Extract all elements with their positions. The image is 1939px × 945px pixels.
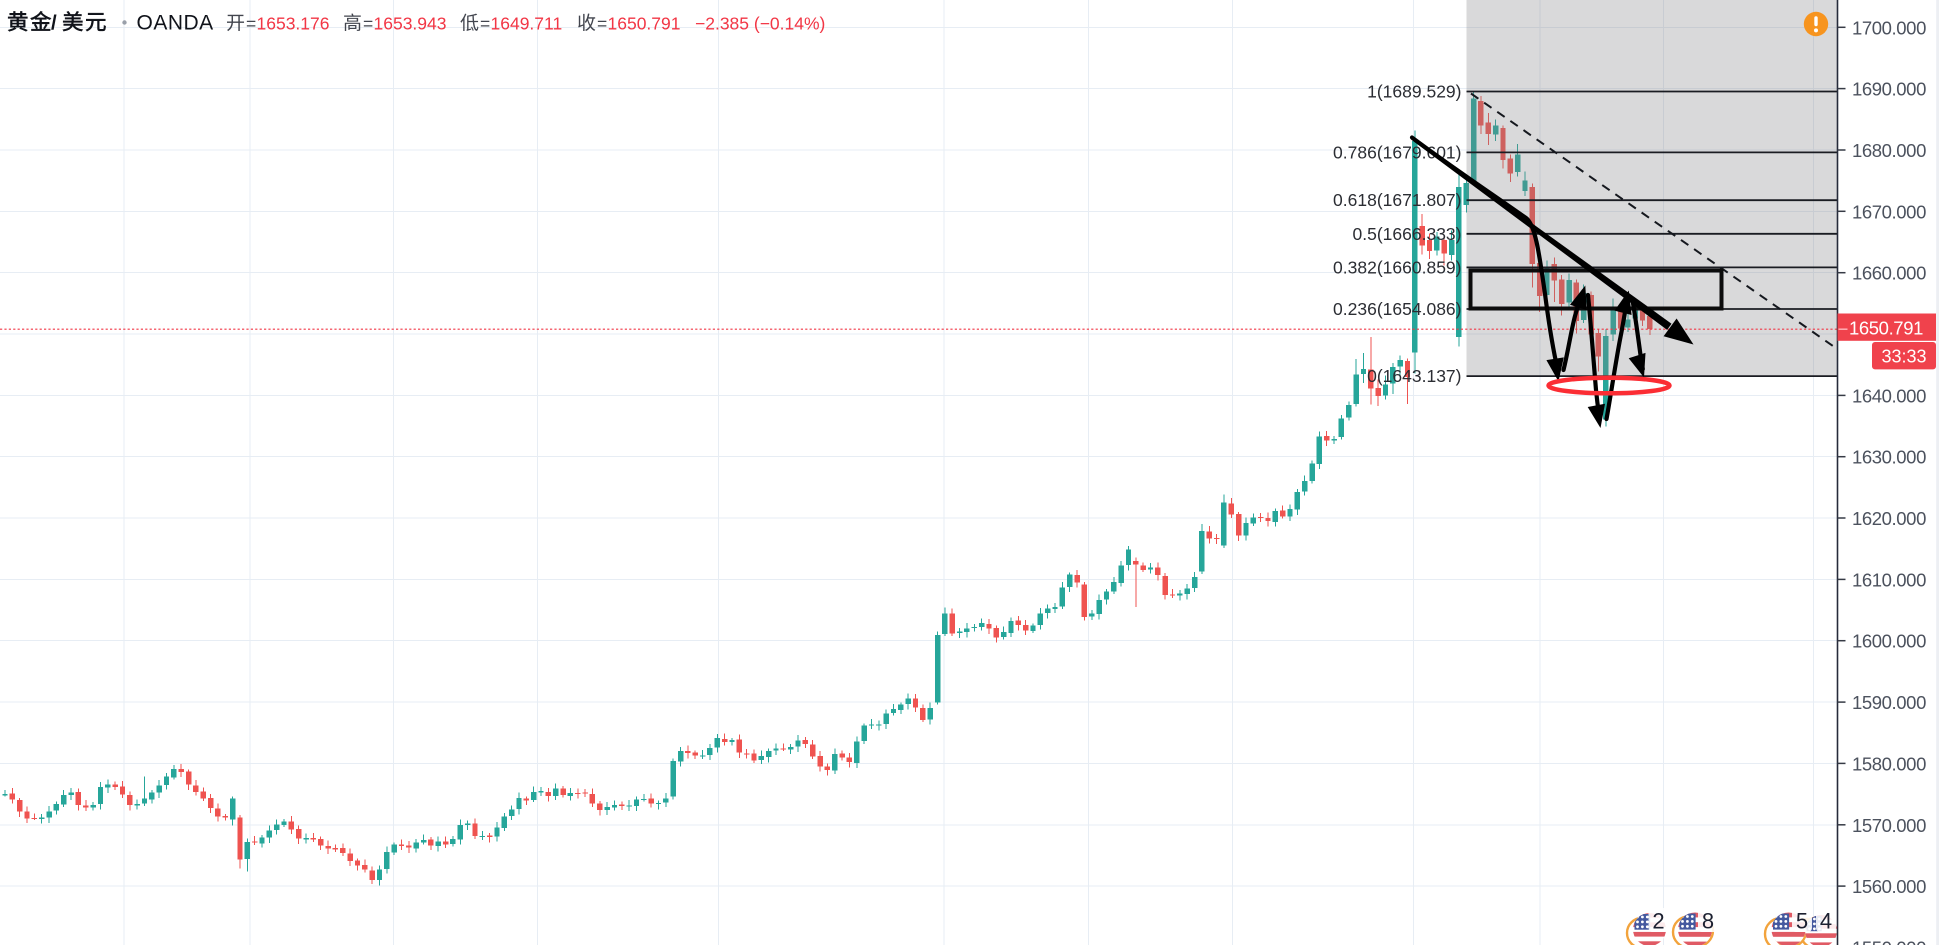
svg-text:0.618(1671.807): 0.618(1671.807) (1333, 190, 1461, 210)
svg-text:2: 2 (1652, 909, 1664, 934)
svg-text:1550.000: 1550.000 (1852, 937, 1926, 945)
svg-text:=: = (363, 14, 373, 34)
svg-text:1620.000: 1620.000 (1852, 508, 1926, 529)
svg-text:−2.385 (−0.14%): −2.385 (−0.14%) (695, 14, 825, 34)
svg-text:1560.000: 1560.000 (1852, 876, 1926, 897)
svg-text:4: 4 (1820, 909, 1832, 934)
svg-text:=: = (597, 14, 607, 34)
svg-text:1690.000: 1690.000 (1852, 79, 1926, 100)
svg-text:8: 8 (1702, 909, 1714, 934)
svg-text:1653.943: 1653.943 (374, 14, 447, 34)
svg-text:1650.791: 1650.791 (1849, 318, 1923, 339)
svg-text:1630.000: 1630.000 (1852, 447, 1926, 468)
svg-text:/: / (51, 12, 57, 35)
svg-text:1640.000: 1640.000 (1852, 385, 1926, 406)
svg-text:1570.000: 1570.000 (1852, 815, 1926, 836)
svg-text:=: = (246, 14, 256, 34)
svg-text:1700.000: 1700.000 (1852, 17, 1926, 38)
svg-text:33:33: 33:33 (1881, 347, 1926, 367)
svg-text:1680.000: 1680.000 (1852, 140, 1926, 161)
svg-text:1670.000: 1670.000 (1852, 201, 1926, 222)
svg-text:1649.711: 1649.711 (491, 14, 563, 34)
svg-text:0(1643.137): 0(1643.137) (1367, 366, 1461, 386)
svg-text:1650.791: 1650.791 (608, 14, 681, 34)
svg-text:1610.000: 1610.000 (1852, 569, 1926, 590)
svg-text:0.5(1666.333): 0.5(1666.333) (1353, 224, 1462, 244)
svg-text:1580.000: 1580.000 (1852, 753, 1926, 774)
svg-text:=: = (480, 14, 490, 34)
svg-text:0.236(1654.086): 0.236(1654.086) (1333, 299, 1461, 319)
svg-text:1660.000: 1660.000 (1852, 263, 1926, 284)
svg-text:1600.000: 1600.000 (1852, 631, 1926, 652)
svg-text:OANDA: OANDA (137, 12, 214, 35)
svg-text:0.382(1660.859): 0.382(1660.859) (1333, 257, 1461, 277)
svg-text:5: 5 (1796, 909, 1808, 934)
svg-text:0.786(1679.601): 0.786(1679.601) (1333, 142, 1461, 162)
svg-text:1(1689.529): 1(1689.529) (1367, 82, 1461, 102)
svg-text:1590.000: 1590.000 (1852, 692, 1926, 713)
svg-text:1653.176: 1653.176 (257, 14, 330, 34)
